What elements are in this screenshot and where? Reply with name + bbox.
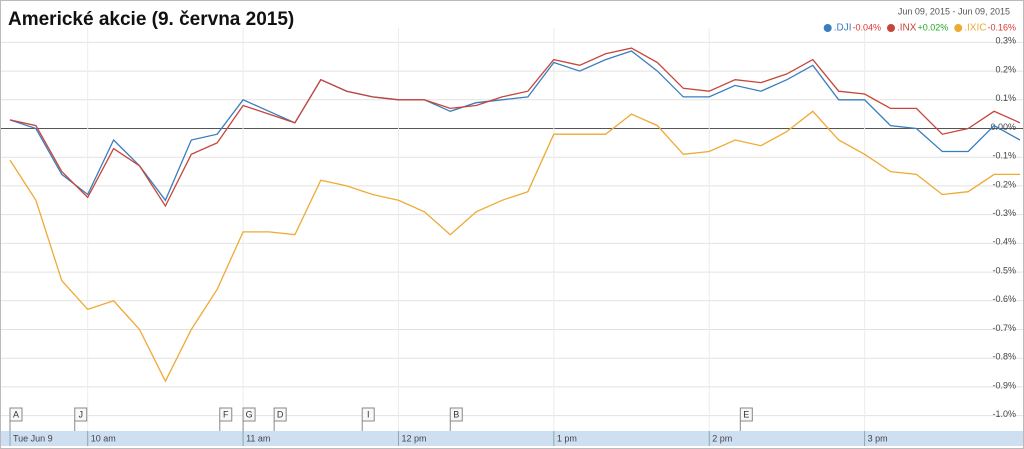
y-tick-label: -0.3%	[992, 208, 1016, 218]
legend-swatch	[887, 24, 895, 32]
y-tick-label: 0.1%	[995, 93, 1016, 103]
flag-label: G	[246, 409, 253, 419]
flag	[449, 407, 463, 422]
flag-label: D	[277, 409, 284, 419]
legend-change: -0.16%	[987, 22, 1016, 32]
flag-label: B	[453, 409, 459, 419]
x-axis-band	[1, 431, 1023, 446]
y-tick-label: 0.3%	[995, 36, 1016, 46]
chart-title: Americké akcie (9. června 2015)	[8, 9, 294, 30]
y-tick-label: -0.6%	[992, 294, 1016, 304]
series-line	[9, 110, 1020, 383]
flag	[361, 407, 375, 422]
flag	[739, 407, 753, 422]
flag	[242, 407, 256, 422]
series-line	[9, 50, 1021, 202]
x-tick-label: 1 pm	[557, 433, 577, 443]
flag-label: F	[223, 409, 229, 419]
flag-label: E	[743, 409, 749, 419]
flag	[9, 407, 23, 422]
y-tick-label: -0.5%	[992, 265, 1016, 275]
flag	[219, 407, 233, 422]
y-tick-label: -0.7%	[992, 323, 1016, 333]
x-tick-label: 2 pm	[712, 433, 732, 443]
legend-swatch	[823, 24, 832, 32]
x-tick-label: 11 am	[246, 433, 270, 443]
legend-name: .INX	[897, 23, 917, 34]
legend-swatch	[954, 24, 963, 32]
legend-change: +0.02%	[917, 22, 948, 32]
x-tick-label: 10 am	[91, 433, 116, 443]
y-tick-label: -0.4%	[992, 237, 1016, 247]
x-tick-label: Tue Jun 9	[13, 433, 53, 443]
x-tick-label: 3 pm	[868, 433, 888, 443]
y-tick-label: -0.8%	[992, 352, 1016, 362]
flag-label: A	[13, 409, 19, 419]
legend-name: .IXIC	[964, 23, 986, 34]
y-tick-label: -0.2%	[992, 179, 1016, 189]
y-tick-label: 0.2%	[995, 64, 1016, 74]
legend-change: -0.04%	[852, 22, 881, 32]
y-tick-label: -1.0%	[992, 409, 1016, 419]
flag	[273, 407, 287, 422]
date-range: Jun 09, 2015 - Jun 09, 2015	[898, 6, 1010, 16]
flag	[74, 407, 88, 422]
x-tick-label: 12 pm	[401, 433, 426, 443]
y-tick-label: -0.1%	[992, 151, 1016, 161]
y-tick-label: -0.9%	[992, 380, 1016, 390]
legend-name: .DJI	[834, 23, 852, 34]
y-tick-label: 0.00%	[990, 122, 1016, 132]
flag-label: I	[367, 409, 370, 419]
flag-label: J	[78, 409, 83, 419]
series-line	[9, 47, 1021, 208]
